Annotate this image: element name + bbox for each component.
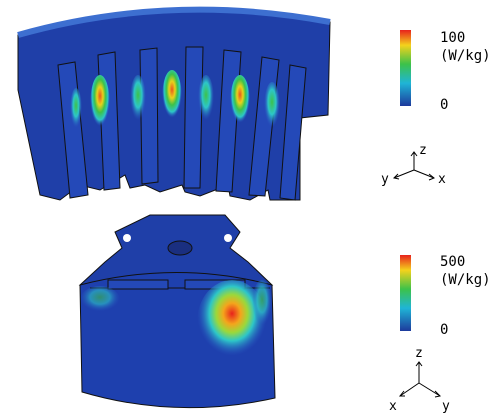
- axis-y: y: [381, 172, 389, 187]
- colorbar-unit: (W/kg): [440, 272, 491, 288]
- colorbar-max: 500: [440, 254, 465, 270]
- colorbar-unit: (W/kg): [440, 48, 491, 64]
- rotor-model: [80, 215, 275, 408]
- axis-x: x: [389, 399, 397, 414]
- figure: 100 (W/kg) 0 500 (W/kg) 0 z y x z x y: [0, 0, 497, 415]
- colorbar-max: 100: [440, 30, 465, 46]
- stator-model: [18, 10, 330, 200]
- colorbar-min: 0: [440, 97, 448, 113]
- colorbar: [400, 30, 411, 106]
- axis-x: x: [438, 172, 446, 187]
- axis-z: z: [419, 143, 427, 158]
- colorbar-min: 0: [440, 322, 448, 338]
- axis-z: z: [415, 346, 423, 361]
- colorbar: [400, 255, 411, 331]
- axis-y: y: [442, 399, 450, 414]
